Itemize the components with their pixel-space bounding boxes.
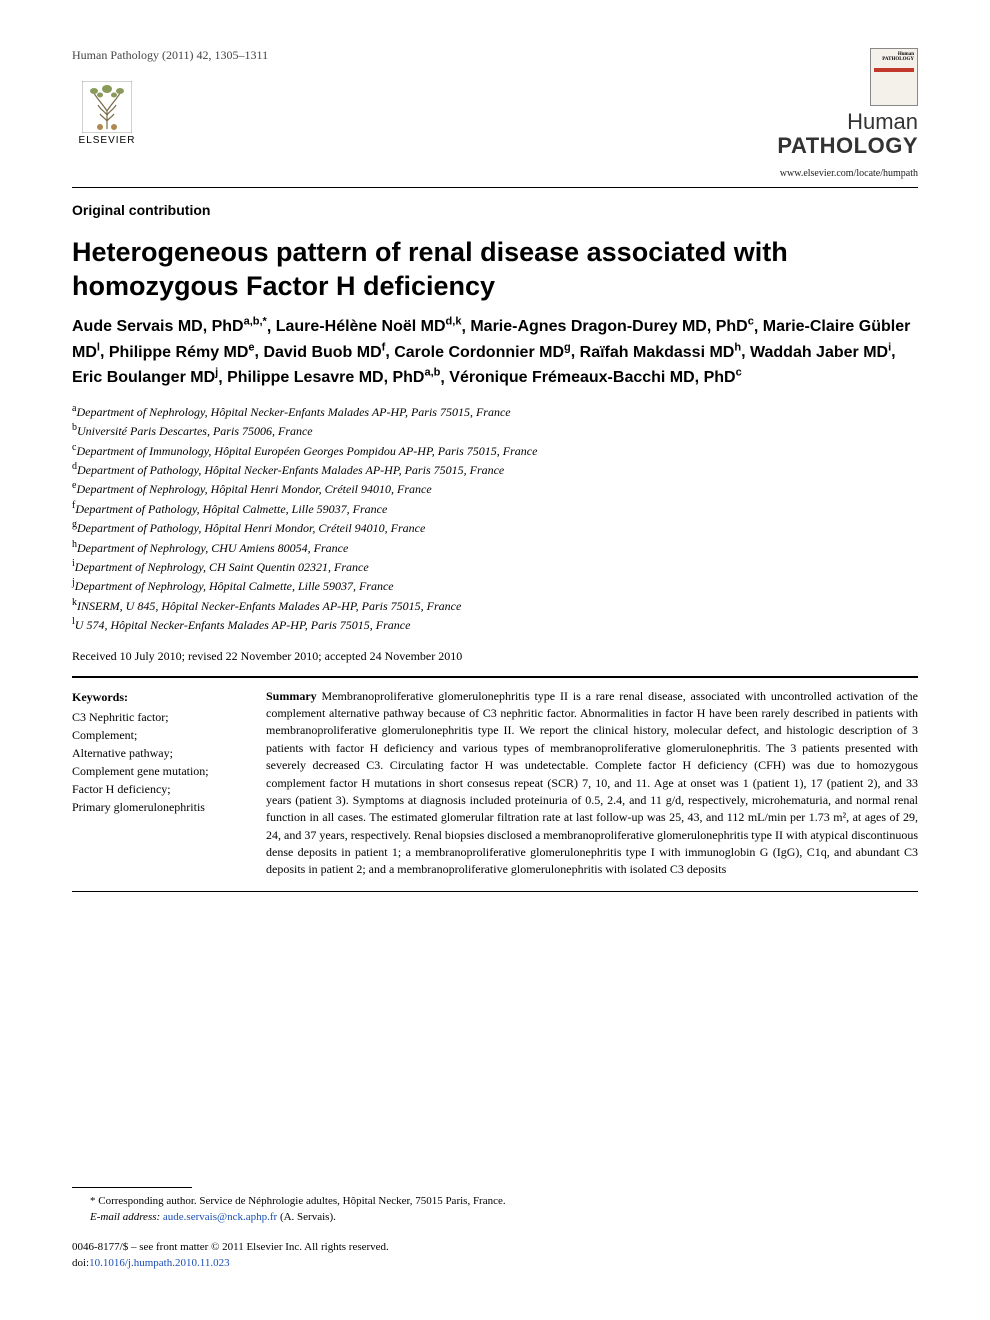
header-right: HumanPATHOLOGY Human PATHOLOGY www.elsev… bbox=[777, 48, 918, 179]
keywords-list: C3 Nephritic factor;Complement;Alternati… bbox=[72, 708, 242, 816]
keyword-item: Complement; bbox=[72, 726, 242, 744]
affiliation-line: hDepartment of Nephrology, CHU Amiens 80… bbox=[72, 538, 918, 557]
author: David Buob MDf bbox=[263, 344, 385, 361]
author: Philippe Lesavre MD, PhDa,b bbox=[227, 369, 440, 386]
elsevier-logo: ELSEVIER bbox=[72, 73, 142, 153]
header-left: Human Pathology (2011) 42, 1305–1311 bbox=[72, 48, 268, 153]
email-line: E-mail address: aude.servais@nck.aphp.fr… bbox=[90, 1210, 918, 1226]
author: Waddah Jaber MDi bbox=[750, 344, 891, 361]
corresponding-author-note: * Corresponding author. Service de Néphr… bbox=[90, 1194, 918, 1210]
article-title: Heterogeneous pattern of renal disease a… bbox=[72, 236, 918, 304]
affiliation-line: aDepartment of Nephrology, Hôpital Necke… bbox=[72, 402, 918, 421]
footnotes-block: * Corresponding author. Service de Néphr… bbox=[72, 1187, 918, 1272]
summary-heading: Summary bbox=[266, 689, 317, 703]
summary-text: Membranoproliferative glomerulonephritis… bbox=[266, 689, 918, 877]
affiliation-line: jDepartment of Nephrology, Hôpital Calme… bbox=[72, 576, 918, 595]
affiliation-line: iDepartment of Nephrology, CH Saint Quen… bbox=[72, 557, 918, 576]
author: Carole Cordonnier MDg bbox=[394, 344, 571, 361]
summary-column: Summary Membranoproliferative glomerulon… bbox=[266, 688, 918, 879]
affiliation-line: cDepartment of Immunology, Hôpital Europ… bbox=[72, 441, 918, 460]
affiliation-line: lU 574, Hôpital Necker-Enfants Malades A… bbox=[72, 615, 918, 634]
affiliation-line: bUniversité Paris Descartes, Paris 75006… bbox=[72, 421, 918, 440]
author: Marie-Agnes Dragon-Durey MD, PhDc bbox=[470, 318, 754, 335]
email-paren: (A. Servais). bbox=[280, 1211, 336, 1223]
keyword-item: C3 Nephritic factor; bbox=[72, 708, 242, 726]
article-type: Original contribution bbox=[72, 202, 918, 218]
author: Véronique Frémeaux-Bacchi MD, PhDc bbox=[449, 369, 741, 386]
journal-cover-thumb: HumanPATHOLOGY bbox=[870, 48, 918, 106]
authors-block: Aude Servais MD, PhDa,b,*, Laure-Hélène … bbox=[72, 314, 918, 390]
keyword-item: Alternative pathway; bbox=[72, 744, 242, 762]
doi-line: doi:10.1016/j.humpath.2010.11.023 bbox=[72, 1256, 918, 1272]
keyword-item: Factor H deficiency; bbox=[72, 780, 242, 798]
affiliation-line: kINSERM, U 845, Hôpital Necker-Enfants M… bbox=[72, 596, 918, 615]
author: Laure-Hélène Noël MDd,k bbox=[276, 318, 462, 335]
copyright-doi-block: 0046-8177/$ – see front matter © 2011 El… bbox=[72, 1240, 918, 1272]
author: Aude Servais MD, PhDa,b,* bbox=[72, 318, 267, 335]
header-rule bbox=[72, 187, 918, 188]
elsevier-tree-icon bbox=[82, 81, 132, 133]
affiliation-line: dDepartment of Pathology, Hôpital Necker… bbox=[72, 460, 918, 479]
author: Raïfah Makdassi MDh bbox=[580, 344, 741, 361]
journal-url[interactable]: www.elsevier.com/locate/humpath bbox=[780, 168, 918, 179]
author: Eric Boulanger MDj bbox=[72, 369, 218, 386]
keyword-item: Primary glomerulonephritis bbox=[72, 798, 242, 816]
affiliation-line: eDepartment of Nephrology, Hôpital Henri… bbox=[72, 479, 918, 498]
email-label: E-mail address: bbox=[90, 1211, 160, 1223]
header-row: Human Pathology (2011) 42, 1305–1311 bbox=[72, 48, 918, 179]
abstract-block: Keywords: C3 Nephritic factor;Complement… bbox=[72, 676, 918, 892]
doi-link[interactable]: 10.1016/j.humpath.2010.11.023 bbox=[89, 1257, 229, 1269]
copyright-line: 0046-8177/$ – see front matter © 2011 El… bbox=[72, 1240, 918, 1256]
elsevier-name: ELSEVIER bbox=[79, 135, 136, 146]
journal-brand-line1: Human bbox=[847, 109, 918, 134]
keywords-heading: Keywords: bbox=[72, 688, 242, 706]
doi-label: doi: bbox=[72, 1257, 89, 1269]
footnote-rule bbox=[72, 1187, 192, 1188]
journal-brand: Human PATHOLOGY bbox=[777, 110, 918, 158]
running-head: Human Pathology (2011) 42, 1305–1311 bbox=[72, 48, 268, 63]
keywords-column: Keywords: C3 Nephritic factor;Complement… bbox=[72, 688, 242, 879]
author: Philippe Rémy MDe bbox=[109, 344, 255, 361]
affiliations-block: aDepartment of Nephrology, Hôpital Necke… bbox=[72, 402, 918, 635]
affiliation-line: fDepartment of Pathology, Hôpital Calmet… bbox=[72, 499, 918, 518]
received-line: Received 10 July 2010; revised 22 Novemb… bbox=[72, 649, 918, 664]
affiliation-line: gDepartment of Pathology, Hôpital Henri … bbox=[72, 518, 918, 537]
email-link[interactable]: aude.servais@nck.aphp.fr bbox=[163, 1211, 277, 1223]
keyword-item: Complement gene mutation; bbox=[72, 762, 242, 780]
journal-brand-line2: PATHOLOGY bbox=[777, 133, 918, 158]
